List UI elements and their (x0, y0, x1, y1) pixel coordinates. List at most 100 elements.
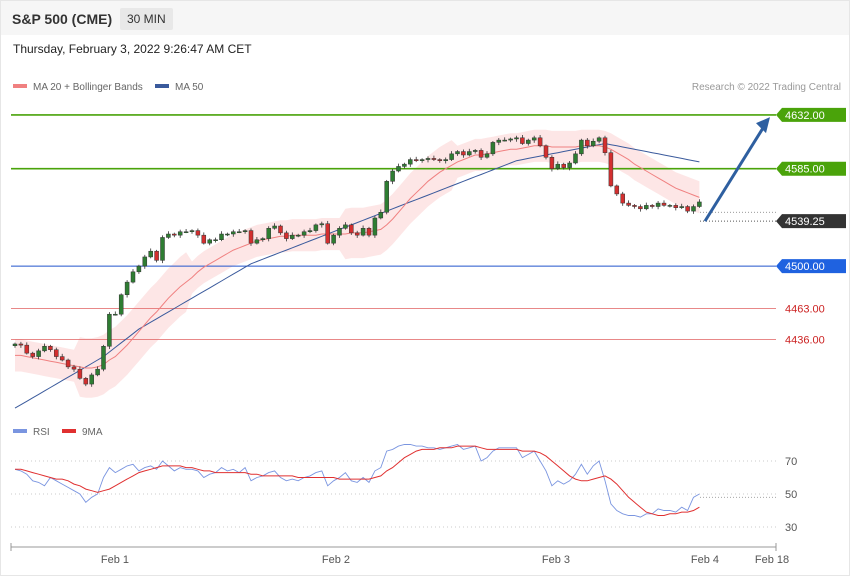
candle-body (295, 234, 301, 237)
candle-body (36, 350, 41, 357)
credit-label: Research © 2022 Trading Central (692, 82, 841, 93)
candle-body (384, 181, 389, 213)
target-arrow-shaft (703, 122, 768, 222)
candle-body (396, 166, 401, 172)
price-level-label: 4539.25 (785, 216, 825, 228)
candle-body (12, 343, 18, 346)
x-tick-label: Feb 18 (755, 554, 789, 566)
candle-body (531, 137, 537, 141)
candle-body (101, 346, 106, 370)
rsi-panel: 70 50 30 (11, 444, 797, 534)
candle-body (602, 137, 608, 153)
target-arrow-head (756, 117, 770, 134)
candle-body (260, 238, 266, 240)
candle-body (402, 163, 407, 167)
candle-body (201, 234, 207, 244)
candle-body (195, 230, 201, 236)
x-axis: Feb 1 Feb 2 Feb 3 Feb 4 Feb 18 (10, 543, 789, 566)
candle-body (242, 230, 248, 232)
candle-body (207, 239, 212, 244)
candle-body (136, 265, 142, 273)
candle-body (626, 202, 631, 206)
candle-body (372, 217, 378, 236)
bollinger-band (15, 129, 700, 398)
target-arrow (703, 117, 770, 222)
candles (12, 135, 702, 387)
candle-body (437, 159, 443, 161)
candle-body (484, 153, 490, 158)
candle-body (354, 232, 360, 236)
candle-body (644, 205, 649, 210)
candle-body (337, 228, 342, 236)
candle-body (272, 225, 277, 229)
candle-body (307, 230, 313, 232)
chart-header: S&P 500 (CME) 30 MIN (1, 1, 849, 35)
ma20-legend-label: MA 20 + Bollinger Bands (33, 82, 143, 93)
candle-body (278, 225, 283, 234)
ma50-legend-swatch (155, 84, 169, 88)
ma50-line (14, 142, 700, 409)
candle-body (313, 224, 319, 231)
candle-body (514, 137, 519, 140)
candle-body (472, 150, 478, 152)
candle-body (59, 356, 65, 361)
candle-body (30, 352, 35, 357)
candle-body (331, 234, 336, 244)
instrument-title: S&P 500 (CME) (12, 11, 113, 27)
candle-body (655, 202, 661, 207)
x-tick-label: Feb 1 (101, 554, 129, 566)
bollinger-band-area (15, 129, 700, 398)
candle-body (461, 151, 466, 156)
candle-body (54, 349, 59, 357)
candle-body (413, 159, 419, 161)
candle-body (301, 231, 307, 236)
candle-body (160, 237, 165, 261)
candle-body (107, 313, 112, 347)
interval-badge[interactable]: 30 MIN (120, 8, 173, 30)
price-level-tag (776, 214, 846, 229)
candle-body (673, 205, 679, 208)
candle-body (408, 159, 413, 165)
candle-body (77, 368, 83, 379)
candle-body (231, 231, 236, 235)
candle-body (508, 138, 513, 141)
candle-body (443, 159, 448, 161)
candle-body (113, 313, 118, 316)
candle-body (549, 157, 555, 169)
candle-body (632, 205, 637, 207)
x-tick-label: Feb 2 (322, 554, 350, 566)
candle-body (596, 137, 602, 142)
candle-body (236, 231, 242, 233)
candle-body (225, 233, 230, 236)
candle-body (254, 239, 260, 244)
price-level-label: 4463.00 (785, 303, 825, 315)
candle-body (130, 271, 136, 283)
candle-body (142, 256, 148, 267)
candle-body (366, 228, 372, 236)
candle-body (71, 366, 77, 370)
rsi-line (14, 444, 700, 518)
candle-body (608, 152, 614, 187)
rsi-legend-label: RSI (33, 427, 50, 438)
candle-body (478, 150, 484, 158)
candle-body (24, 344, 30, 354)
price-level-label: 4585.00 (785, 164, 825, 176)
candle-body (42, 346, 47, 352)
candle-body (248, 230, 254, 244)
x-tick-label: Feb 4 (691, 554, 719, 566)
rsi-tick-label: 70 (785, 456, 797, 468)
candle-body (124, 281, 130, 295)
candle-body (189, 230, 195, 232)
candle-body (154, 250, 159, 261)
candle-body (166, 233, 171, 238)
candle-body (325, 223, 330, 244)
rsi-legend: RSI 9MA (13, 427, 103, 438)
candle-body (118, 294, 124, 315)
candle-body (266, 228, 271, 239)
candle-body (431, 158, 437, 160)
candle-body (467, 151, 472, 156)
rsi-ma-legend-swatch (62, 429, 76, 433)
candle-body (48, 346, 53, 350)
candle-body (555, 163, 561, 169)
candle-body (183, 231, 189, 233)
